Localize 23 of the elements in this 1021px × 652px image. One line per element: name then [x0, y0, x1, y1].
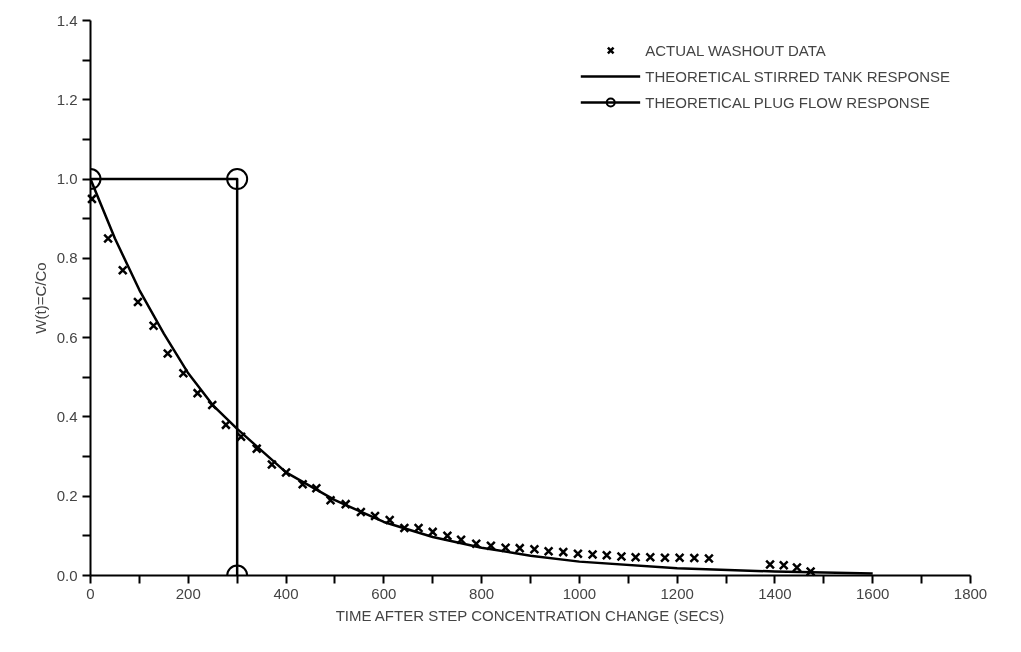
- y-tick-label: 0.2: [56, 487, 78, 505]
- x-tick-label: 600: [371, 584, 397, 602]
- y-tick-label: 0.6: [56, 328, 78, 346]
- y-tick-label: 1.4: [56, 11, 78, 29]
- legend-label: THEORETICAL PLUG FLOW RESPONSE: [645, 93, 930, 111]
- legend-label: THEORETICAL STIRRED TANK RESPONSE: [645, 67, 950, 85]
- x-axis-title: TIME AFTER STEP CONCENTRATION CHANGE (SECS): [335, 606, 725, 624]
- x-tick-label: 1200: [660, 584, 694, 602]
- x-tick-label: 1400: [758, 584, 792, 602]
- y-tick-label: 0.0: [56, 566, 78, 584]
- y-tick-label: 0.8: [56, 249, 78, 267]
- y-tick-label: 1.2: [56, 90, 78, 108]
- x-tick-label: 1600: [856, 584, 890, 602]
- x-tick-label: 200: [175, 584, 201, 602]
- y-tick-label: 1.0: [56, 170, 78, 188]
- x-tick-label: 1800: [953, 584, 988, 602]
- x-tick-label: 400: [273, 584, 299, 602]
- x-tick-label: 800: [469, 584, 495, 602]
- x-tick-label: 1000: [562, 584, 597, 602]
- y-tick-label: 0.4: [56, 407, 78, 425]
- legend-label: ACTUAL WASHOUT DATA: [645, 41, 826, 59]
- y-axis-title: W(t)=C/Co: [31, 262, 49, 334]
- x-tick-label: 0: [86, 584, 95, 602]
